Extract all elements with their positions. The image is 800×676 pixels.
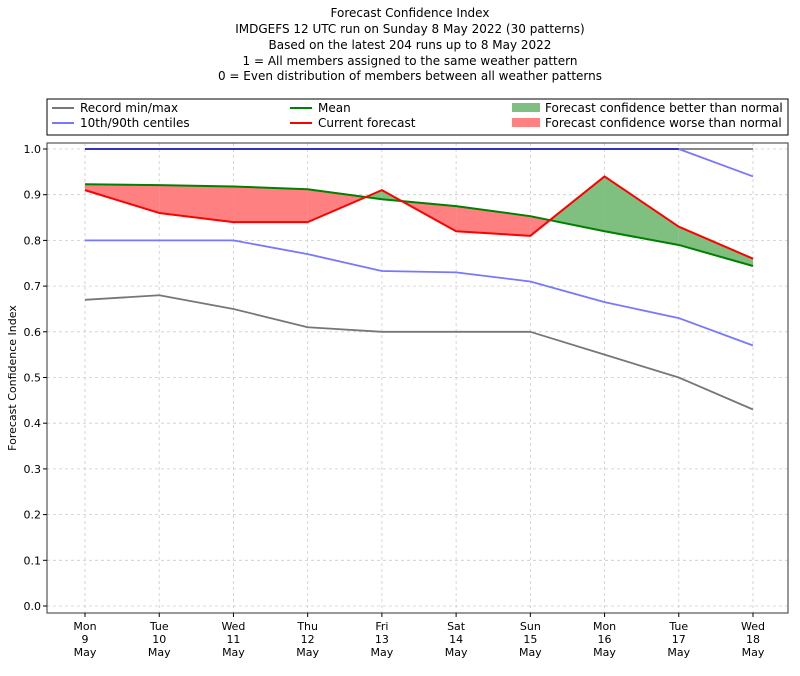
x-tick-label-month: May bbox=[519, 646, 542, 659]
title-line-2: IMDGEFS 12 UTC run on Sunday 8 May 2022 … bbox=[235, 22, 584, 36]
legend-swatch-patch bbox=[512, 103, 540, 112]
y-tick-label: 0.5 bbox=[24, 372, 42, 385]
fill-better-than-normal bbox=[604, 176, 679, 245]
legend-label: Current forecast bbox=[318, 116, 416, 130]
y-tick-label: 0.8 bbox=[24, 234, 42, 247]
fill-better-than-normal bbox=[678, 226, 753, 266]
y-tick-label: 0.9 bbox=[24, 189, 42, 202]
series-line-p10 bbox=[85, 239, 754, 347]
x-tick-label-day: Mon bbox=[73, 620, 96, 633]
x-tick-label-date: 17 bbox=[672, 633, 686, 646]
x-tick-label-date: 14 bbox=[449, 633, 463, 646]
series-line-mean bbox=[84, 183, 754, 267]
fill-worse-than-normal bbox=[159, 185, 234, 223]
chart-title: Forecast Confidence Index IMDGEFS 12 UTC… bbox=[218, 6, 602, 83]
fill-worse-than-normal bbox=[233, 186, 308, 223]
legend-label: Forecast confidence better than normal bbox=[545, 101, 783, 115]
y-tick-label: 0.1 bbox=[24, 554, 42, 567]
legend-label: Record min/max bbox=[80, 101, 178, 115]
fill-worse-than-normal bbox=[456, 206, 531, 236]
title-line-3: Based on the latest 204 runs up to 8 May… bbox=[269, 38, 552, 52]
y-tick-label: 0.0 bbox=[24, 600, 42, 613]
fill-worse-than-normal bbox=[85, 184, 160, 213]
legend-label: Forecast confidence worse than normal bbox=[545, 116, 782, 130]
y-tick-label: 0.7 bbox=[24, 280, 42, 293]
title-line-1: Forecast Confidence Index bbox=[331, 6, 490, 20]
x-tick-label-day: Wed bbox=[221, 620, 245, 633]
legend-label: Mean bbox=[318, 101, 351, 115]
x-axis: Mon9MayTue10MayWed11MayThu12MayFri13MayS… bbox=[73, 613, 765, 659]
x-tick-label-month: May bbox=[148, 646, 171, 659]
fill-better-than-normal bbox=[549, 176, 605, 232]
x-tick-label-day: Sun bbox=[520, 620, 541, 633]
x-tick-label-month: May bbox=[296, 646, 319, 659]
x-tick-label-date: 11 bbox=[226, 633, 240, 646]
y-tick-label: 0.2 bbox=[24, 509, 42, 522]
x-tick-label-month: May bbox=[742, 646, 765, 659]
x-tick-label-day: Mon bbox=[593, 620, 616, 633]
legend-frame bbox=[46, 98, 789, 136]
y-tick-label: 0.3 bbox=[24, 463, 42, 476]
x-tick-label-month: May bbox=[371, 646, 394, 659]
x-tick-label-day: Tue bbox=[668, 620, 688, 633]
x-tick-label-date: 15 bbox=[523, 633, 537, 646]
legend-swatch-patch bbox=[512, 118, 540, 127]
x-tick-label-day: Sat bbox=[447, 620, 466, 633]
x-tick-label-date: 18 bbox=[746, 633, 760, 646]
x-tick-label-day: Wed bbox=[741, 620, 765, 633]
x-tick-label-month: May bbox=[445, 646, 468, 659]
title-line-4: 1 = All members assigned to the same wea… bbox=[243, 54, 578, 68]
y-tick-label: 0.6 bbox=[24, 326, 42, 339]
legend-label: 10th/90th centiles bbox=[80, 116, 190, 130]
confidence-fills bbox=[85, 176, 753, 266]
x-tick-label-date: 9 bbox=[82, 633, 89, 646]
title-line-5: 0 = Even distribution of members between… bbox=[218, 69, 602, 83]
x-tick-label-day: Tue bbox=[149, 620, 169, 633]
y-axis: 0.0 0.1 0.2 0.3 0.4 0.5 0.6 0.7 0.8 0.9 1.0 bbox=[24, 143, 47, 613]
x-tick-label-month: May bbox=[667, 646, 690, 659]
x-tick-label-date: 16 bbox=[598, 633, 612, 646]
x-tick-label-date: 10 bbox=[152, 633, 166, 646]
series-line-p90 bbox=[85, 148, 754, 178]
fill-worse-than-normal bbox=[307, 189, 366, 223]
x-tick-label-day: Thu bbox=[296, 620, 318, 633]
y-tick-label: 0.4 bbox=[24, 417, 42, 430]
x-tick-label-date: 13 bbox=[375, 633, 389, 646]
series-line-record-min bbox=[84, 294, 754, 411]
y-tick-label: 1.0 bbox=[24, 143, 42, 156]
y-axis-label: Forecast Confidence Index bbox=[6, 305, 19, 451]
series-line-current bbox=[84, 175, 754, 260]
x-tick-label-month: May bbox=[593, 646, 616, 659]
x-tick-label-month: May bbox=[222, 646, 245, 659]
x-tick-label-month: May bbox=[74, 646, 97, 659]
x-tick-label-date: 12 bbox=[301, 633, 315, 646]
series-lines bbox=[84, 148, 754, 411]
x-tick-label-day: Fri bbox=[375, 620, 388, 633]
